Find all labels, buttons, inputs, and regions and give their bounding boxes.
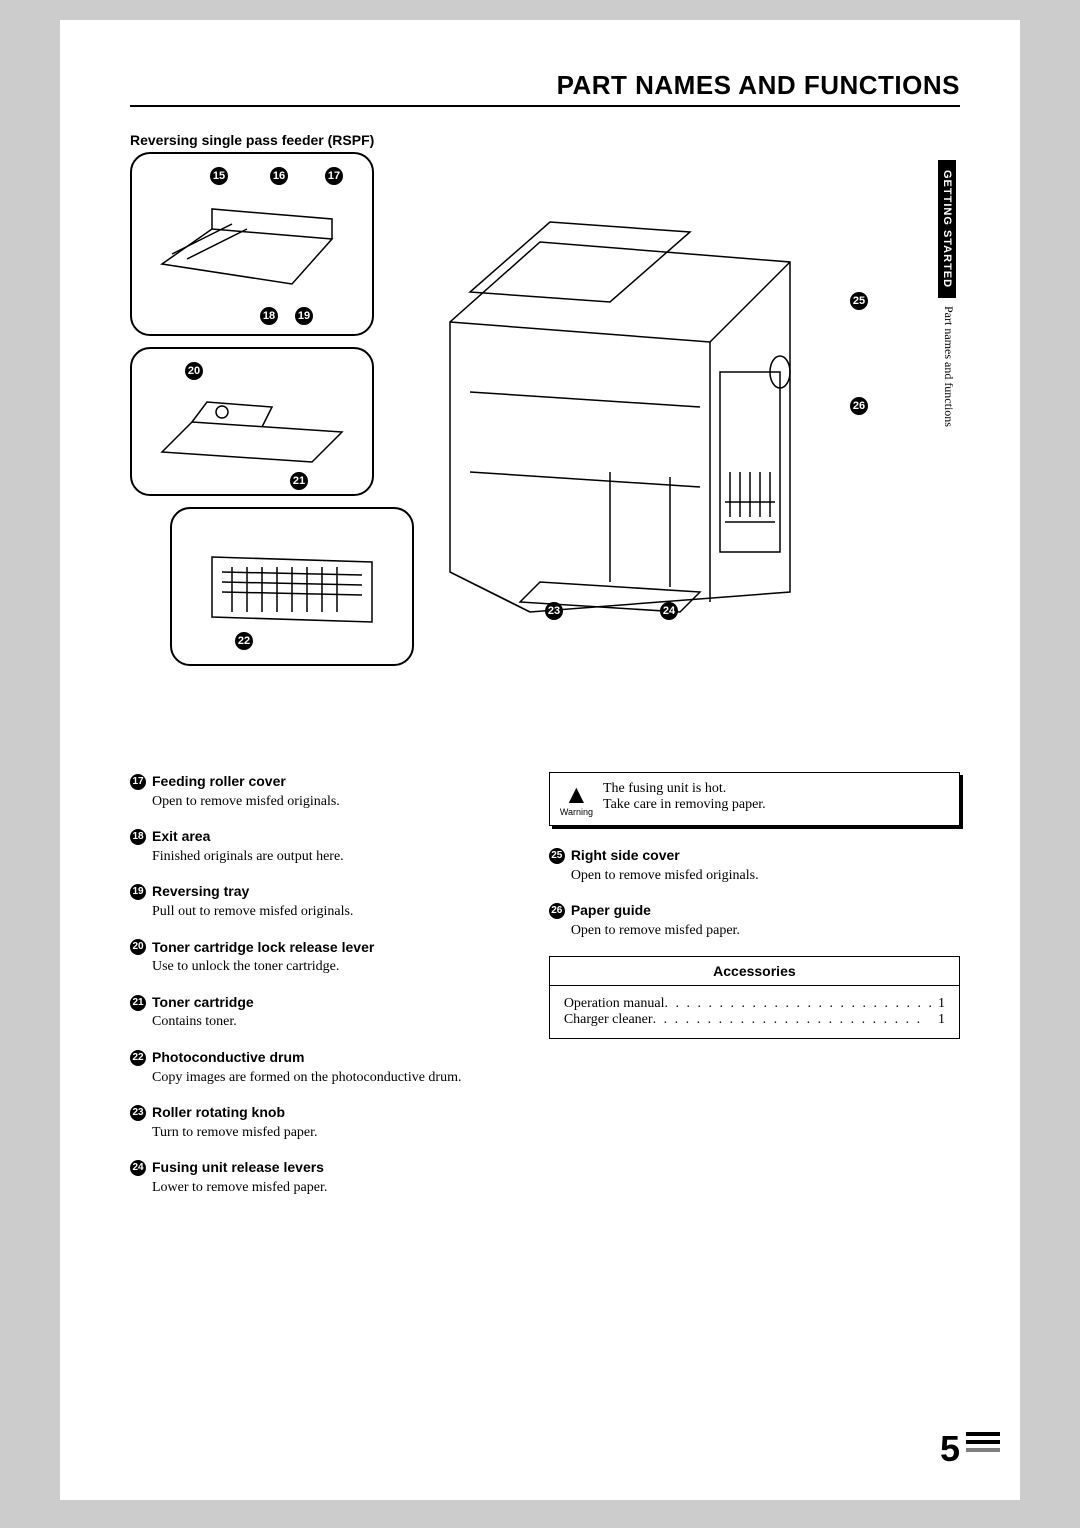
item-desc: Open to remove misfed originals. <box>571 866 960 886</box>
callout-15: 15 <box>210 167 228 185</box>
feeder-illustration <box>152 174 352 314</box>
accessory-value: 1 <box>934 1012 945 1028</box>
accessory-value: 1 <box>934 996 945 1012</box>
warning-line2: Take care in removing paper. <box>603 797 766 813</box>
accessories-title: Accessories <box>550 957 959 986</box>
item-number: 19 <box>130 884 146 900</box>
item-number: 17 <box>130 774 146 790</box>
accessory-dots: . . . . . . . . . . . . . . . . . . . . … <box>665 996 935 1012</box>
item-desc: Copy images are formed on the photocondu… <box>152 1068 509 1088</box>
diagram-subtitle: Reversing single pass feeder (RSPF) <box>130 132 960 148</box>
accessory-dots: . . . . . . . . . . . . . . . . . . . . … <box>653 1012 934 1028</box>
part-item: 19 Reversing trayPull out to remove misfe… <box>130 882 509 921</box>
accessory-row: Charger cleaner . . . . . . . . . . . . … <box>564 1012 945 1028</box>
part-item: 23 Roller rotating knobTurn to remove mis… <box>130 1103 509 1142</box>
callout-20: 20 <box>185 362 203 380</box>
item-title: Exit area <box>152 827 210 847</box>
item-number: 20 <box>130 939 146 955</box>
left-column: 17 Feeding roller coverOpen to remove mis… <box>130 772 509 1214</box>
accessories-box: Accessories Operation manual . . . . . .… <box>549 956 960 1039</box>
item-title: Feeding roller cover <box>152 772 286 792</box>
copier-illustration <box>410 172 840 652</box>
callout-26: 26 <box>850 397 868 415</box>
item-number: 22 <box>130 1050 146 1066</box>
part-item: 22 Photoconductive drumCopy images are fo… <box>130 1048 509 1087</box>
content-columns: 17Feeding roller coverOpen to remove mis… <box>130 772 960 1214</box>
item-number: 24 <box>130 1160 146 1176</box>
part-item: 18 Exit areaFinished originals are output… <box>130 827 509 866</box>
item-desc: Finished originals are output here. <box>152 847 509 867</box>
part-item: 24 Fusing unit release leversLower to rem… <box>130 1158 509 1197</box>
item-desc: Open to remove misfed originals. <box>152 792 509 812</box>
callout-17: 17 <box>325 167 343 185</box>
item-desc: Contains toner. <box>152 1012 509 1032</box>
page-bars-icon <box>966 1432 1000 1456</box>
part-item: 17 Feeding roller coverOpen to remove mis… <box>130 772 509 811</box>
item-title: Photoconductive drum <box>152 1048 304 1068</box>
part-item: 25 Right side coverOpen to remove misfed … <box>549 846 960 885</box>
main-diagram <box>410 172 840 652</box>
part-item: 20 Toner cartridge lock release leverUse … <box>130 938 509 977</box>
accessory-label: Charger cleaner <box>564 1012 653 1028</box>
diagram-area: Reversing single pass feeder (RSPF) <box>130 132 960 692</box>
item-title: Toner cartridge lock release lever <box>152 938 374 958</box>
accessories-body: Operation manual . . . . . . . . . . . .… <box>550 986 959 1038</box>
item-desc: Lower to remove misfed paper. <box>152 1178 509 1198</box>
callout-16: 16 <box>270 167 288 185</box>
item-title: Reversing tray <box>152 882 249 902</box>
part-item: 21 Toner cartridgeContains toner. <box>130 993 509 1032</box>
page-number: 5 <box>940 1428 960 1470</box>
item-number: 23 <box>130 1105 146 1121</box>
warning-text: The fusing unit is hot. Take care in rem… <box>603 781 766 817</box>
item-number: 21 <box>130 995 146 1011</box>
warning-label: Warning <box>560 807 593 817</box>
title-area: PART NAMES AND FUNCTIONS <box>130 70 960 107</box>
callout-23: 23 <box>545 602 563 620</box>
drum-illustration <box>192 527 392 647</box>
item-desc: Use to unlock the toner cartridge. <box>152 957 509 977</box>
item-title: Toner cartridge <box>152 993 254 1013</box>
page-title: PART NAMES AND FUNCTIONS <box>130 70 960 101</box>
item-number: 25 <box>549 848 565 864</box>
item-title: Roller rotating knob <box>152 1103 285 1123</box>
item-desc: Open to remove misfed paper. <box>571 921 960 941</box>
item-number: 18 <box>130 829 146 845</box>
item-title: Right side cover <box>571 846 680 866</box>
item-desc: Turn to remove misfed paper. <box>152 1123 509 1143</box>
item-desc: Pull out to remove misfed originals. <box>152 902 509 922</box>
inset-middle <box>130 347 374 496</box>
item-number: 26 <box>549 903 565 919</box>
callout-19: 19 <box>295 307 313 325</box>
callout-18: 18 <box>260 307 278 325</box>
warning-line1: The fusing unit is hot. <box>603 781 766 797</box>
warning-triangle-icon: ▲ <box>560 781 593 807</box>
callout-25: 25 <box>850 292 868 310</box>
part-item: 26 Paper guideOpen to remove misfed paper… <box>549 901 960 940</box>
manual-page: PART NAMES AND FUNCTIONS GETTING STARTED… <box>60 20 1020 1500</box>
callout-22: 22 <box>235 632 253 650</box>
warning-icon: ▲ Warning <box>560 781 593 817</box>
item-title: Paper guide <box>571 901 651 921</box>
right-column: ▲ Warning The fusing unit is hot. Take c… <box>549 772 960 1214</box>
callout-21: 21 <box>290 472 308 490</box>
callout-24: 24 <box>660 602 678 620</box>
warning-box: ▲ Warning The fusing unit is hot. Take c… <box>549 772 960 826</box>
inset-bottom <box>170 507 414 666</box>
toner-illustration <box>152 362 352 482</box>
accessory-row: Operation manual . . . . . . . . . . . .… <box>564 996 945 1012</box>
item-title: Fusing unit release levers <box>152 1158 324 1178</box>
accessory-label: Operation manual <box>564 996 665 1012</box>
